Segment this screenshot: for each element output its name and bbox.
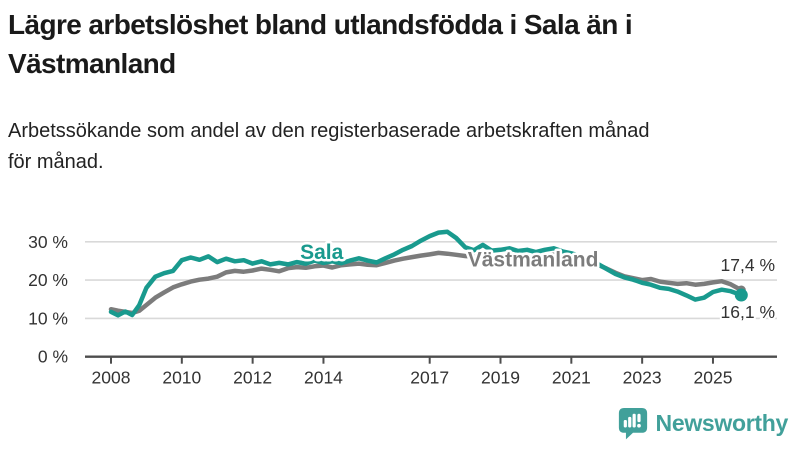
x-axis-tick-label: 2025 bbox=[694, 368, 733, 388]
y-axis-tick-label: 10 % bbox=[28, 308, 68, 328]
title-line-1: Lägre arbetslöshet bland utlandsfödda i … bbox=[8, 9, 633, 40]
x-axis-tick-label: 2017 bbox=[410, 368, 449, 388]
title-line-2: Västmanland bbox=[8, 48, 176, 79]
x-axis-tick-label: 2010 bbox=[162, 368, 201, 388]
sala-line bbox=[108, 229, 744, 318]
subtitle-line-1: Arbetssökande som andel av den registerb… bbox=[8, 120, 650, 142]
x-axis-tick-label: 2014 bbox=[304, 368, 343, 388]
y-axis-tick-label: 30 % bbox=[28, 232, 68, 252]
newsworthy-bubble-chart-icon bbox=[618, 408, 647, 440]
x-axis-tick-label: 2008 bbox=[92, 368, 131, 388]
y-axis-tick-label: 20 % bbox=[28, 270, 68, 290]
unemployment-line-chart: 0 % 10 % 20 % 30 % 2008 2010 2012 2014 2017 2019 2… bbox=[28, 229, 777, 388]
newsworthy-logo: Newsworthy bbox=[618, 407, 788, 440]
x-axis-tick-label: 2019 bbox=[481, 368, 520, 388]
newsworthy-logo-text: Newsworthy bbox=[655, 410, 789, 436]
vastmanland-end-value-label: 17,4 % bbox=[721, 255, 775, 275]
subtitle-line-2: för månad. bbox=[8, 151, 104, 173]
vastmanland-series-label: Västmanland bbox=[468, 248, 599, 271]
x-axis-tick-label: 2012 bbox=[233, 368, 272, 388]
y-axis-tick-label: 0 % bbox=[38, 347, 68, 367]
sala-end-value-label: 16,1 % bbox=[721, 302, 775, 322]
x-axis-tick-label: 2023 bbox=[623, 368, 662, 388]
page-title: Lägre arbetslöshet bland utlandsfödda i … bbox=[8, 5, 796, 83]
chart-subtitle: Arbetssökande som andel av den registerb… bbox=[8, 116, 796, 178]
x-axis-tick-label: 2021 bbox=[552, 368, 591, 388]
sala-series-label: Sala bbox=[300, 241, 344, 264]
sala-end-dot bbox=[734, 288, 748, 302]
